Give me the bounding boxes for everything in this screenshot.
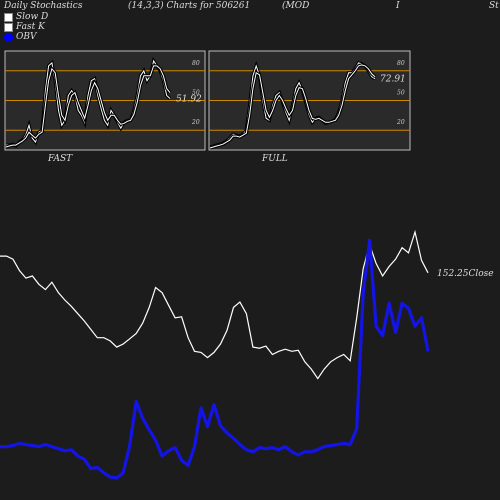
full-level-label-20: 20 xyxy=(396,119,405,126)
chart-symbol: (MOD xyxy=(282,1,310,11)
fast-level-label-20: 20 xyxy=(191,119,200,126)
chart-params: (14,3,3) Charts for 506261 xyxy=(128,1,251,11)
legend-item-fast-k: Fast K xyxy=(4,22,45,32)
price-line xyxy=(0,229,429,380)
legend-swatch-obv xyxy=(4,32,13,42)
fast-level-label-50: 50 xyxy=(192,90,200,97)
fast-last-value-label: 51.92 xyxy=(176,95,202,105)
legend-label-fast-k: Fast K xyxy=(16,22,45,32)
obv-line xyxy=(0,238,430,480)
chart-extra-2: St xyxy=(489,1,499,11)
legend-label-slow-d: Slow D xyxy=(16,12,49,22)
fast-series-line-1 xyxy=(5,65,171,148)
fast-caption: FAST xyxy=(47,154,73,164)
full-level-label-50: 50 xyxy=(397,90,405,97)
fast-series-line-0 xyxy=(6,59,171,147)
chart-title: Daily Stochastics xyxy=(4,1,83,11)
legend-item-slow-d: Slow D xyxy=(4,12,48,22)
full-last-value-label: 72.91 xyxy=(380,75,406,85)
full-series-line-1 xyxy=(209,64,376,149)
legend-swatch-slow-d xyxy=(4,12,13,22)
legend-label-obv: OBV xyxy=(16,32,37,42)
legend-swatch-fast-k xyxy=(4,22,13,32)
fast-level-label-80: 80 xyxy=(192,60,200,67)
legend-item-obv: OBV xyxy=(4,32,37,42)
chart-extra-1: I xyxy=(396,1,400,11)
full-caption: FULL xyxy=(261,154,288,164)
close-value-label: 152.25Close xyxy=(437,269,494,279)
full-level-label-80: 80 xyxy=(397,60,405,67)
